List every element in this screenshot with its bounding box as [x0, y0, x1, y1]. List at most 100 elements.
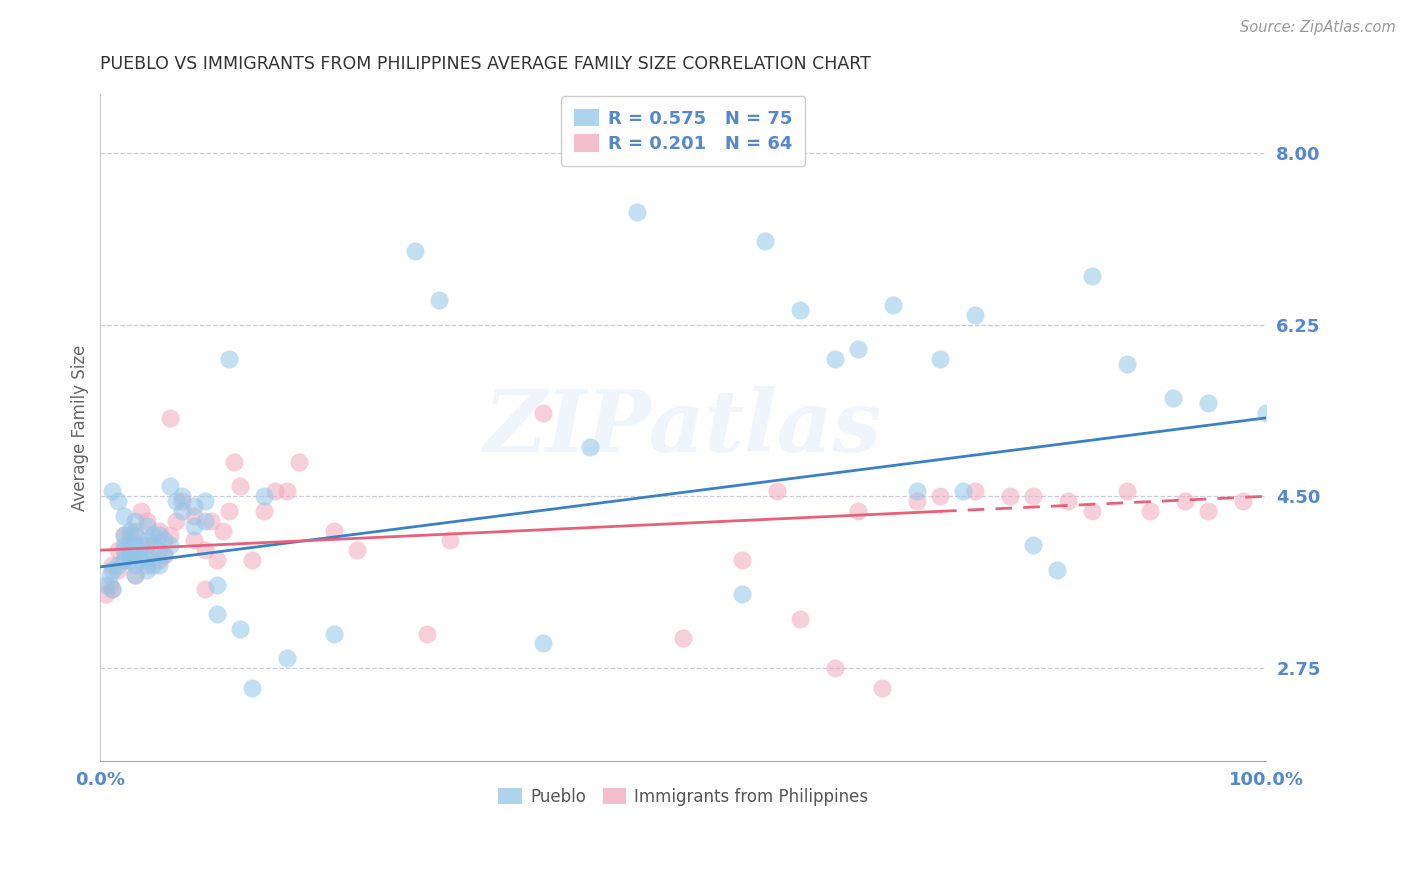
Point — [148, 528, 170, 542]
Point — [153, 533, 176, 548]
Point — [124, 548, 146, 562]
Point — [165, 514, 187, 528]
Point — [218, 504, 240, 518]
Point — [264, 484, 287, 499]
Point — [170, 504, 193, 518]
Point — [153, 548, 176, 562]
Point — [107, 563, 129, 577]
Point — [183, 499, 205, 513]
Point — [205, 607, 228, 621]
Point — [96, 577, 118, 591]
Point — [754, 234, 776, 248]
Point — [1080, 504, 1102, 518]
Point — [1057, 494, 1080, 508]
Point — [240, 681, 263, 695]
Point — [789, 302, 811, 317]
Point — [765, 484, 787, 499]
Point — [194, 514, 217, 528]
Point — [112, 543, 135, 558]
Point — [159, 528, 181, 542]
Point — [276, 651, 298, 665]
Point — [404, 244, 426, 258]
Point — [824, 661, 846, 675]
Point — [252, 489, 274, 503]
Point — [882, 298, 904, 312]
Point — [136, 518, 159, 533]
Point — [240, 553, 263, 567]
Point — [96, 587, 118, 601]
Point — [1022, 489, 1045, 503]
Point — [998, 489, 1021, 503]
Point — [205, 577, 228, 591]
Point — [118, 528, 141, 542]
Point — [194, 494, 217, 508]
Point — [142, 538, 165, 552]
Point — [98, 577, 121, 591]
Point — [101, 582, 124, 597]
Point — [124, 548, 146, 562]
Point — [1161, 391, 1184, 405]
Point — [129, 504, 152, 518]
Point — [870, 681, 893, 695]
Point — [107, 494, 129, 508]
Point — [205, 553, 228, 567]
Text: ZIPatlas: ZIPatlas — [484, 386, 883, 469]
Point — [194, 582, 217, 597]
Point — [136, 533, 159, 548]
Point — [101, 563, 124, 577]
Point — [322, 626, 344, 640]
Point — [183, 508, 205, 523]
Point — [159, 410, 181, 425]
Point — [142, 558, 165, 572]
Point — [224, 455, 246, 469]
Point — [427, 293, 450, 307]
Point — [194, 543, 217, 558]
Point — [789, 612, 811, 626]
Point — [183, 518, 205, 533]
Point — [136, 563, 159, 577]
Point — [229, 622, 252, 636]
Point — [672, 632, 695, 646]
Point — [346, 543, 368, 558]
Point — [112, 528, 135, 542]
Point — [1045, 563, 1067, 577]
Point — [533, 406, 555, 420]
Point — [1115, 484, 1137, 499]
Point — [183, 533, 205, 548]
Point — [112, 508, 135, 523]
Point — [142, 528, 165, 542]
Point — [929, 489, 952, 503]
Text: PUEBLO VS IMMIGRANTS FROM PHILIPPINES AVERAGE FAMILY SIZE CORRELATION CHART: PUEBLO VS IMMIGRANTS FROM PHILIPPINES AV… — [100, 55, 872, 73]
Point — [136, 538, 159, 552]
Point — [148, 543, 170, 558]
Point — [846, 342, 869, 356]
Point — [124, 538, 146, 552]
Point — [129, 553, 152, 567]
Point — [107, 543, 129, 558]
Point — [124, 528, 146, 542]
Point — [101, 582, 124, 597]
Point — [153, 548, 176, 562]
Point — [952, 484, 974, 499]
Point — [416, 626, 439, 640]
Point — [963, 308, 986, 322]
Point — [148, 553, 170, 567]
Point — [229, 479, 252, 493]
Point — [118, 524, 141, 538]
Point — [112, 553, 135, 567]
Point — [107, 558, 129, 572]
Point — [1080, 268, 1102, 283]
Point — [148, 558, 170, 572]
Point — [165, 494, 187, 508]
Point — [112, 553, 135, 567]
Point — [124, 567, 146, 582]
Point — [136, 553, 159, 567]
Point — [963, 484, 986, 499]
Point — [252, 504, 274, 518]
Point — [731, 587, 754, 601]
Point — [1022, 538, 1045, 552]
Point — [124, 524, 146, 538]
Point — [124, 558, 146, 572]
Point — [136, 558, 159, 572]
Point — [124, 514, 146, 528]
